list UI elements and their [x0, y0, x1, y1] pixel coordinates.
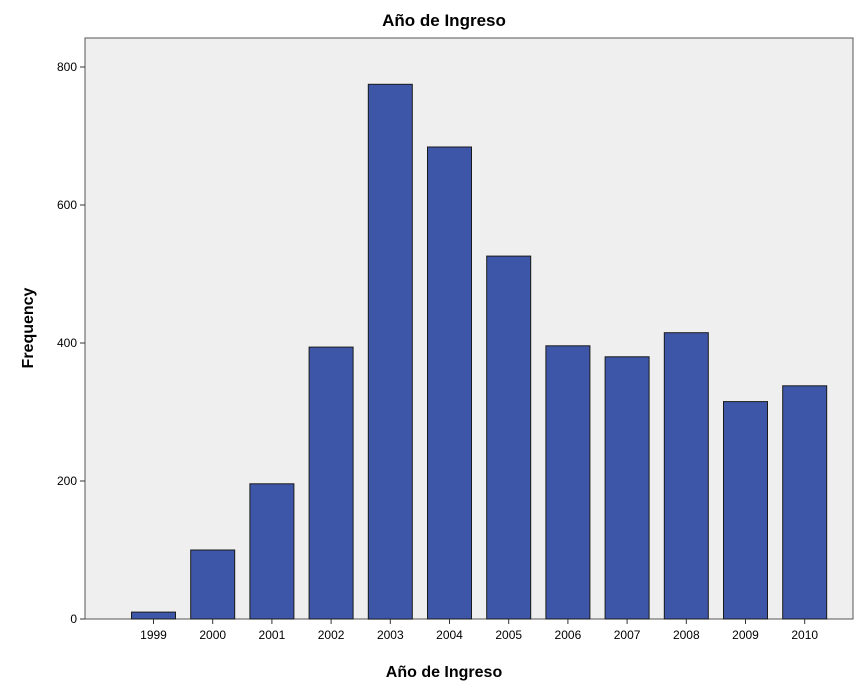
bar-2009	[723, 401, 768, 620]
x-tick-label: 1999	[140, 628, 167, 642]
y-tick-label: 600	[57, 198, 77, 212]
x-tick-label: 2007	[614, 628, 641, 642]
bar-2004	[427, 146, 472, 620]
bar-2010	[782, 385, 828, 620]
bar-2006	[545, 345, 591, 620]
x-tick-label: 2001	[259, 628, 286, 642]
x-tick-label: 2008	[673, 628, 700, 642]
y-axis: 0 200 400 600 800	[57, 60, 85, 626]
chart-title: Año de Ingreso	[382, 11, 506, 30]
x-tick-label: 2000	[199, 628, 226, 642]
bar-2005	[486, 255, 532, 620]
x-tick-label: 2009	[732, 628, 759, 642]
x-tick-label: 2005	[495, 628, 522, 642]
y-axis-label: Frequency	[20, 287, 37, 368]
bar-2000	[190, 549, 236, 620]
y-tick-label: 800	[57, 60, 77, 74]
bar-2003	[367, 83, 413, 620]
bar-1999	[131, 611, 176, 620]
bar-2007	[604, 356, 650, 620]
x-tick-label: 2004	[436, 628, 463, 642]
x-tick-label: 2002	[318, 628, 345, 642]
bar-2002	[308, 346, 354, 620]
bars	[131, 83, 828, 620]
y-tick-label: 400	[57, 336, 77, 350]
bar-2008	[663, 332, 709, 620]
x-tick-label: 2003	[377, 628, 404, 642]
bar-2001	[249, 483, 295, 620]
x-axis-label: Año de Ingreso	[386, 664, 503, 681]
x-axis: 1999 2000 2001 2002 2003 2004 2005 2006 2007 2008…	[140, 619, 818, 642]
y-tick-label: 200	[57, 474, 77, 488]
x-tick-label: 2010	[791, 628, 818, 642]
x-tick-label: 2006	[555, 628, 582, 642]
y-tick-label: 0	[70, 612, 77, 626]
